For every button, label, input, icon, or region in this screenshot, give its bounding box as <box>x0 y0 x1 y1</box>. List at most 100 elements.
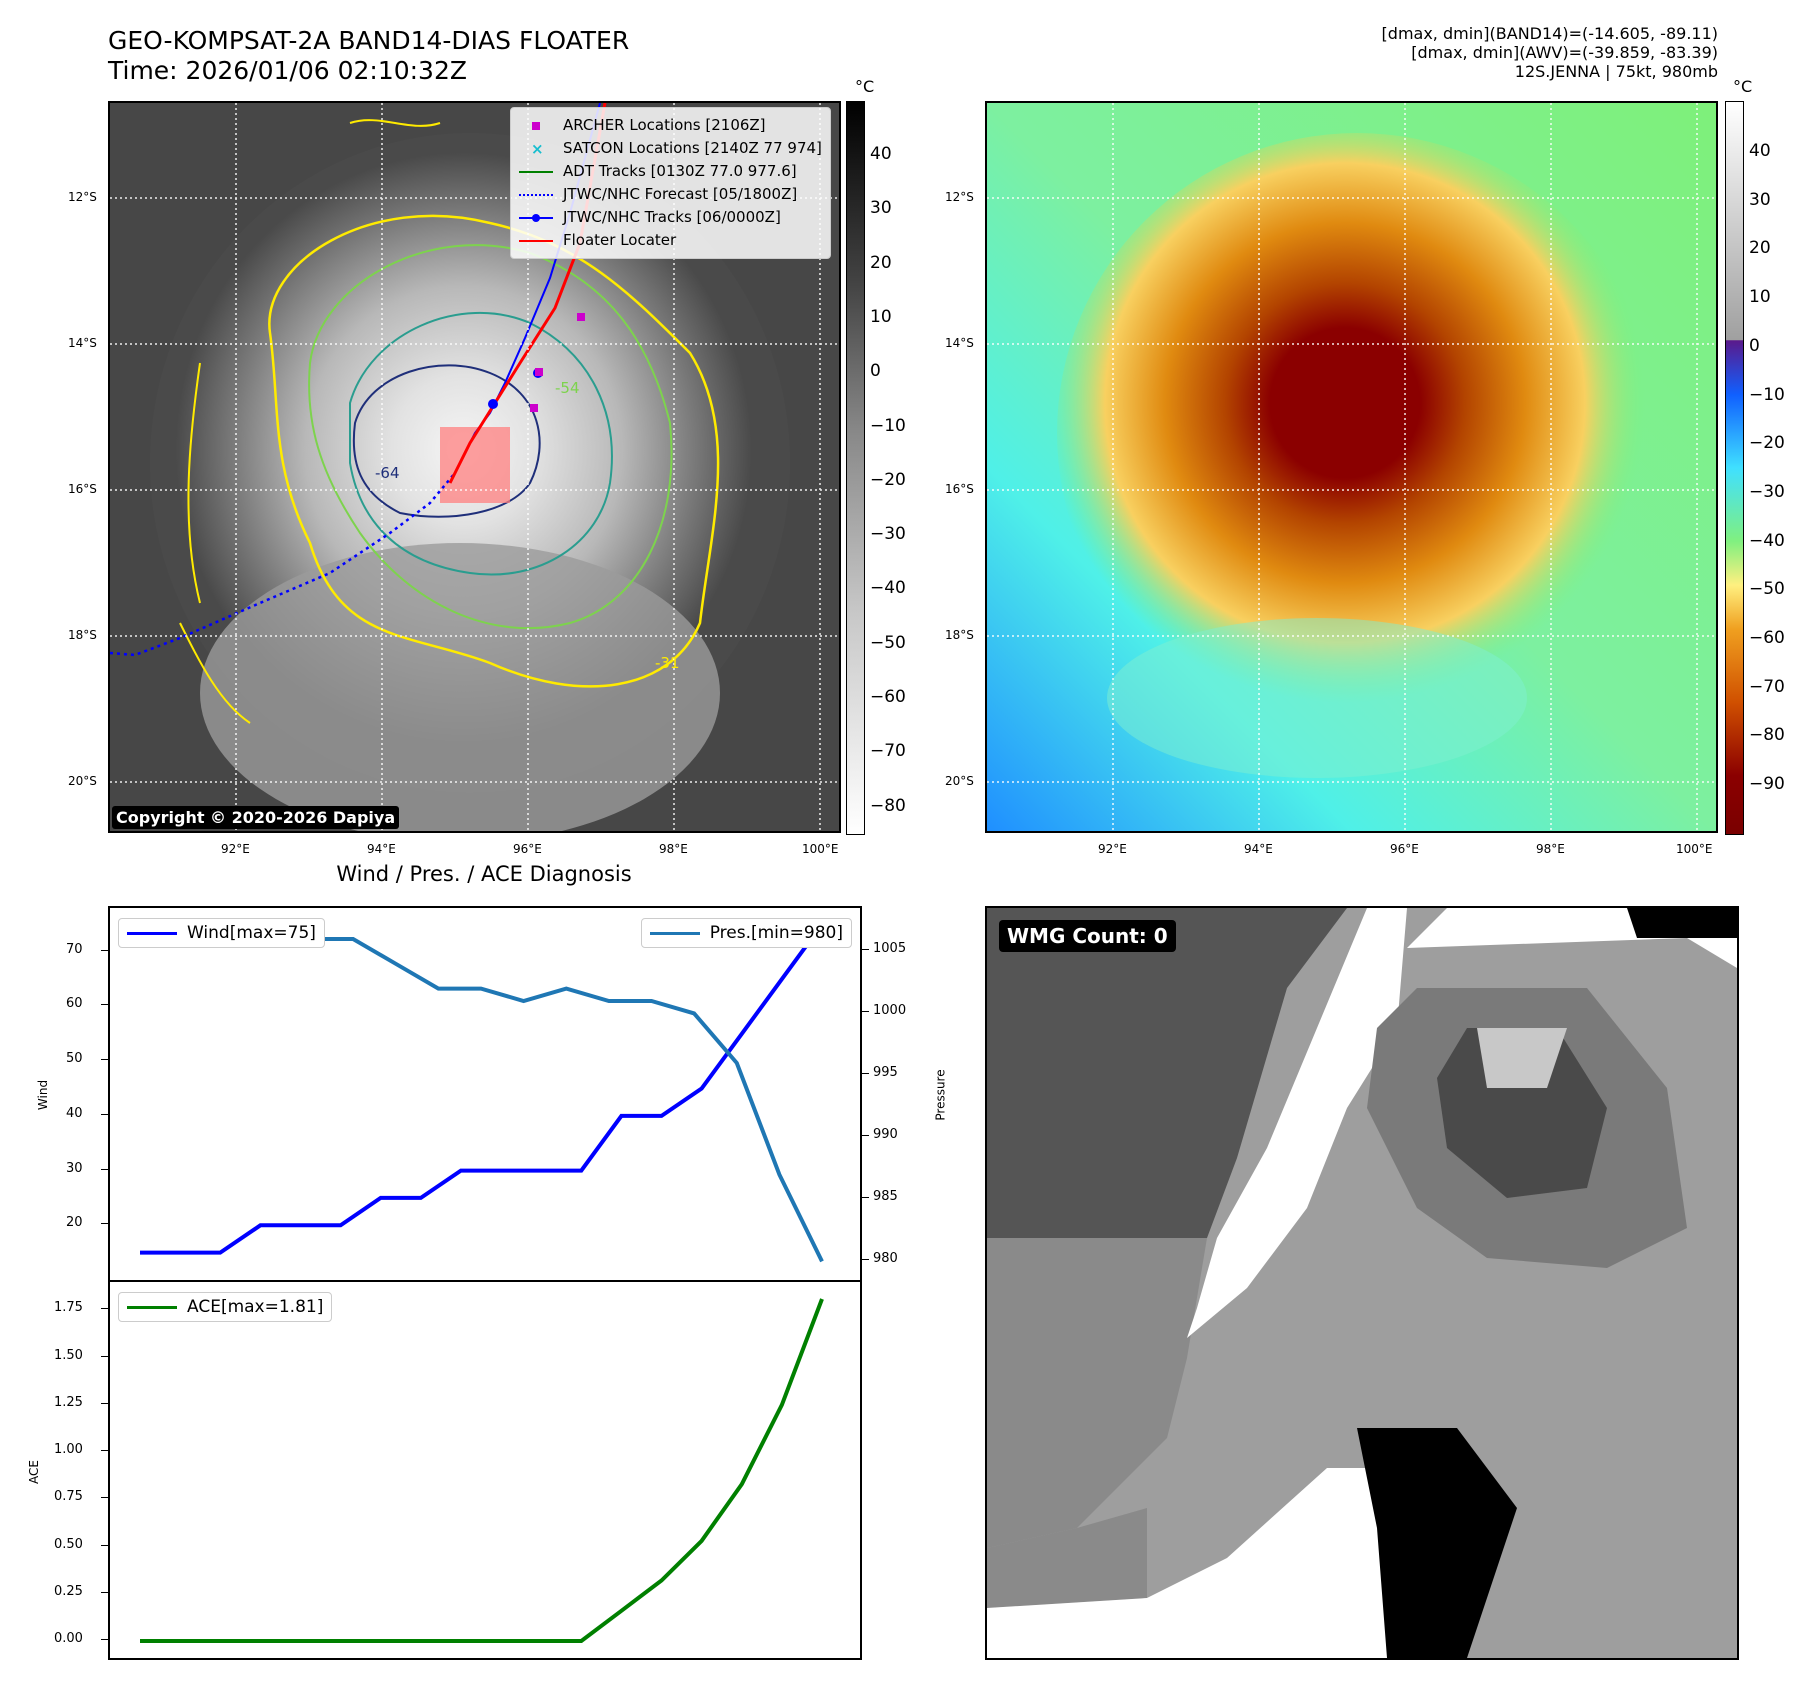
tick-mark <box>862 1011 869 1013</box>
ace-legend: ACE[max=1.81] <box>118 1292 333 1322</box>
ace-tick-label: 1.00 <box>54 1442 83 1458</box>
ace-axis-label: ACE <box>26 1460 41 1484</box>
legend-adt: ADT Tracks [0130Z 77.0 977.6] <box>563 162 797 180</box>
tick-mark <box>862 1073 869 1075</box>
lat-label: 12°S <box>68 190 97 204</box>
contour-label: -31 <box>655 654 680 672</box>
stats-band14: [dmax, dmin](BAND14)=(-14.605, -89.11) <box>1381 24 1718 43</box>
pressure-axis-label: Pressure <box>933 1069 948 1121</box>
stats-block: [dmax, dmin](BAND14)=(-14.605, -89.11) [… <box>1382 24 1718 81</box>
ir-map-panel: -64 -31 -54 ARCHER Locations [2106Z] × SA… <box>108 101 841 833</box>
colorbar-tick: 40 <box>1749 141 1771 161</box>
colorbar-gray <box>846 101 865 835</box>
ace-tick-label: 1.50 <box>54 1347 83 1363</box>
colorbar-tick: −80 <box>1749 725 1785 746</box>
colorbar-tick: −70 <box>1749 676 1785 697</box>
contour-label: -54 <box>555 379 580 397</box>
pressure-tick-label: 1005 <box>873 941 907 957</box>
satcon-marker-icon: × <box>531 139 544 158</box>
colorbar-tick: −80 <box>870 795 906 816</box>
colorbar-tick: 10 <box>1749 287 1771 308</box>
legend-tracks: JTWC/NHC Tracks [06/0000Z] <box>563 208 781 226</box>
colorbar-tick: −60 <box>870 687 906 707</box>
colorbar-tick: −70 <box>870 741 906 762</box>
lat-label: 12°S <box>945 190 974 204</box>
pressure-tick-label: 990 <box>873 1127 898 1143</box>
colorbar-tick: −50 <box>1749 579 1785 600</box>
ace-tick-label: 0.75 <box>54 1489 83 1505</box>
diagnosis-title: Wind / Pres. / ACE Diagnosis <box>336 862 632 886</box>
tick-mark <box>101 1004 108 1006</box>
lon-label: 98°E <box>659 842 688 856</box>
legend-archer: ARCHER Locations [2106Z] <box>563 116 766 134</box>
colorbar-tick: −20 <box>1749 433 1785 454</box>
wind-tick-label: 30 <box>66 1160 83 1176</box>
colorbar-tick: −30 <box>1749 481 1785 502</box>
tick-mark <box>101 1223 108 1225</box>
lat-label: 20°S <box>68 774 97 788</box>
pressure-tick-label: 985 <box>873 1189 898 1205</box>
wind-tick-label: 20 <box>66 1215 83 1231</box>
wmg-count-label: WMG Count: 0 <box>999 920 1176 952</box>
adt-line-icon <box>519 164 553 180</box>
lat-label: 14°S <box>945 336 974 350</box>
wmg-panel: WMG Count: 0 <box>985 906 1739 1660</box>
legend-floater: Floater Locater <box>563 231 677 249</box>
legend-forecast: JTWC/NHC Forecast [05/1800Z] <box>563 185 798 203</box>
tick-mark <box>101 1113 108 1115</box>
colorbar-tick: −30 <box>870 524 906 545</box>
colorbar-tick: −60 <box>1749 628 1785 648</box>
lon-label: 98°E <box>1536 842 1565 856</box>
pressure-tick-label: 995 <box>873 1065 898 1081</box>
pres-legend: Pres.[min=980] <box>640 918 852 948</box>
colorbar-unit: °C <box>1733 77 1753 96</box>
copyright-label: Copyright © 2020-2026 Dapiya <box>112 806 400 829</box>
lat-label: 14°S <box>68 336 97 350</box>
lon-label: 96°E <box>513 842 542 856</box>
pres-legend-label: Pres.[min=980] <box>709 923 843 943</box>
colorbar-tick: 0 <box>870 361 881 382</box>
color-map-panel <box>985 101 1718 833</box>
legend-satcon: SATCON Locations [2140Z 77 974] <box>563 139 822 157</box>
ace-tick-label: 1.25 <box>54 1394 83 1410</box>
tick-mark <box>862 949 869 951</box>
colorbar-tick: −50 <box>870 632 906 653</box>
ace-tick-label: 0.25 <box>54 1583 83 1599</box>
pressure-series-line <box>140 924 824 1263</box>
ace-plot: ACE[max=1.81] <box>108 1280 862 1660</box>
ace-tick-label: 1.75 <box>54 1300 83 1316</box>
colorbar-tick: 20 <box>870 252 892 273</box>
colorbar-tick: 0 <box>1749 335 1760 356</box>
colorbar-tick: −10 <box>870 415 906 436</box>
tick-mark <box>862 1259 869 1261</box>
tick-mark <box>101 1497 108 1499</box>
tick-mark <box>862 1197 869 1199</box>
ace-legend-line-icon <box>127 1305 177 1309</box>
colorbar-tick: −40 <box>870 578 906 599</box>
wind-tick-label: 60 <box>66 996 83 1012</box>
lon-label: 92°E <box>1098 842 1127 856</box>
contour-label: -64 <box>375 464 400 482</box>
wind-series-line <box>140 923 824 1255</box>
color-map-svg <box>987 103 1716 831</box>
lat-label: 18°S <box>68 628 97 642</box>
lon-label: 94°E <box>1244 842 1273 856</box>
title-line-2: Time: 2026/01/06 02:10:32Z <box>108 56 467 85</box>
wind-axis-label: Wind <box>36 1079 51 1111</box>
colorbar-color <box>1725 101 1744 835</box>
lat-label: 18°S <box>945 628 974 642</box>
ace-tick-label: 0.50 <box>54 1536 83 1552</box>
lat-label: 20°S <box>945 774 974 788</box>
tick-mark <box>101 1355 108 1357</box>
ace-legend-label: ACE[max=1.81] <box>187 1297 324 1317</box>
lon-label: 92°E <box>221 842 250 856</box>
tick-mark <box>101 1638 108 1640</box>
wind-tick-label: 50 <box>66 1051 83 1067</box>
storm-info: 12S.JENNA | 75kt, 980mb <box>1514 62 1718 81</box>
lat-label: 16°S <box>945 482 974 496</box>
floater-line-icon <box>519 233 553 249</box>
wind-pressure-svg <box>140 923 824 1263</box>
tick-mark <box>101 1450 108 1452</box>
colorbar-unit: °C <box>855 77 875 96</box>
forecast-line-icon <box>519 187 553 203</box>
